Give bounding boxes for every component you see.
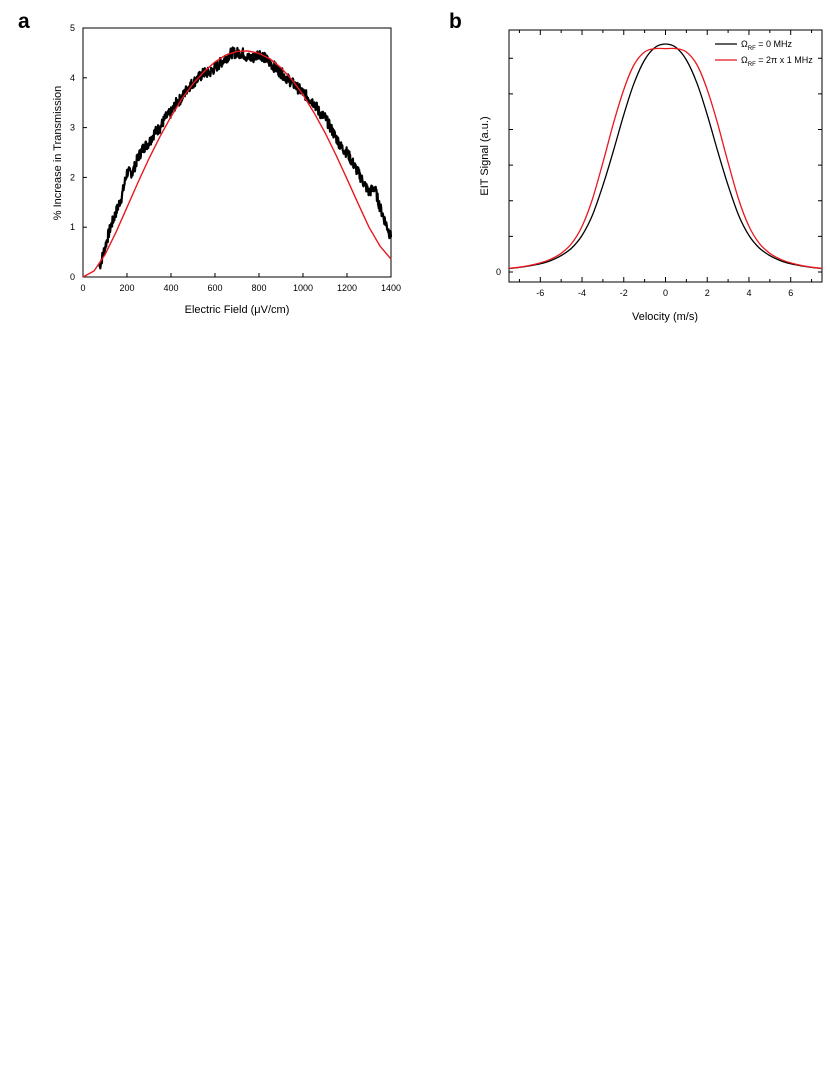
- chart-a-ytick-label: 3: [70, 123, 75, 133]
- chart-a-measured-point: [153, 131, 156, 134]
- chart-b-ylabel: EIT Signal (a.u.): [479, 116, 491, 195]
- chart-a-measured-point: [236, 52, 238, 54]
- chart-a-xtick-label: 600: [207, 283, 222, 293]
- chart-a-measured-point: [225, 57, 227, 59]
- chart-a-measured-point: [247, 57, 249, 59]
- chart-a-ylabel: % Increase in Transmission: [52, 86, 64, 221]
- chart-a-measured-point: [335, 136, 337, 139]
- chart-a-measured-point: [263, 57, 266, 59]
- panel-label-b: b: [449, 10, 462, 33]
- chart-b-xtick-label: -6: [536, 288, 544, 298]
- chart-a-measured-point: [362, 181, 365, 183]
- chart-a-ytick-label: 0: [70, 272, 75, 282]
- chart-a-xtick-label: 1400: [381, 283, 401, 293]
- chart-a-xtick-label: 800: [251, 283, 266, 293]
- chart-b-series-1: [508, 47, 823, 270]
- chart-a-measured-point: [384, 221, 387, 223]
- chart-a-ytick-label: 1: [70, 222, 75, 232]
- chart-b-legend-text: = 2π x 1 MHz: [756, 55, 813, 65]
- chart-a-xtick-label: 1200: [337, 283, 357, 293]
- chart-a-electric-field: Electric Field (μV/cm) % Increase in Tra…: [52, 23, 401, 316]
- chart-b-frame: [508, 29, 823, 283]
- chart-a-ytick-label: 4: [70, 73, 75, 83]
- chart-a-frame: [82, 27, 392, 278]
- chart-a-measured-point: [126, 171, 128, 174]
- chart-a-measured-point: [159, 127, 161, 129]
- chart-b-xtick-label: -2: [620, 288, 628, 298]
- chart-b-xtick-label: 6: [788, 288, 793, 298]
- chart-b-legend-label: ΩRF = 2π x 1 MHz: [741, 55, 813, 68]
- chart-a-xtick-label: 200: [119, 283, 134, 293]
- chart-a-measured-point: [269, 62, 271, 64]
- panel-label-a: a: [18, 10, 30, 33]
- chart-a-measured-point: [219, 62, 222, 64]
- chart-a-measured-point: [120, 196, 123, 198]
- chart-a-xlabel: Electric Field (μV/cm): [185, 304, 290, 316]
- chart-a-measured-point: [170, 112, 172, 114]
- chart-a-measured-point: [98, 266, 101, 268]
- chart-b-plot-frame: [508, 29, 823, 283]
- chart-a-measured-point: [241, 52, 244, 54]
- chart-a-measured-point: [324, 117, 326, 119]
- chart-a-measured-point: [329, 127, 332, 129]
- chart-a-measured-point: [313, 102, 315, 104]
- chart-a-measured-point: [351, 161, 354, 164]
- chart-b-eit-signal: Velocity (m/s) EIT Signal (a.u.) -6 -4 -2 0…: [479, 29, 823, 323]
- chart-b-legend-text: = 0 MHz: [756, 39, 793, 49]
- chart-a-xtick-label: 0: [80, 283, 85, 293]
- chart-a-measured-point: [104, 246, 106, 248]
- chart-a-measured-point: [214, 67, 216, 69]
- chart-a-measured-point: [142, 146, 145, 149]
- chart-b-legend-subscript: RF: [748, 46, 756, 52]
- chart-b-xlabel: Velocity (m/s): [632, 311, 698, 323]
- chart-a-measured-point: [346, 151, 348, 154]
- chart-a-xtick-label: 400: [163, 283, 178, 293]
- chart-b-xtick-label: 4: [746, 288, 751, 298]
- chart-a-measured-point: [318, 112, 321, 114]
- chart-b-xtick-label: 2: [705, 288, 710, 298]
- chart-b-legend-label: ΩRF = 0 MHz: [741, 39, 792, 52]
- chart-a-measured-point: [285, 77, 288, 79]
- chart-a-xtick-label: 1000: [293, 283, 313, 293]
- chart-a-series-measured: [98, 46, 393, 270]
- chart-a-measured-point: [186, 87, 189, 89]
- chart-a-ytick-label: 5: [70, 23, 75, 33]
- chart-a-measured-point: [291, 82, 293, 84]
- chart-a-measured-point: [302, 92, 304, 94]
- chart-a-measured-point: [131, 171, 134, 174]
- chart-a-measured-point: [115, 211, 117, 213]
- chart-a-measured-point: [379, 206, 381, 208]
- chart-a-measured-point: [280, 72, 282, 74]
- chart-b-legend-subscript: RF: [748, 62, 756, 68]
- chart-a-measured-point: [208, 72, 211, 74]
- chart-a-measured-point: [137, 156, 139, 159]
- chart-a-measured-point: [252, 57, 255, 59]
- chart-a-ytick-label: 2: [70, 172, 75, 182]
- chart-a-measured-point: [373, 186, 376, 188]
- chart-b-legend-symbol: Ω: [741, 55, 748, 65]
- chart-a-series-fit: [82, 50, 392, 278]
- chart-a-plot-frame: [82, 27, 393, 278]
- chart-a-measured-point: [340, 146, 343, 149]
- chart-b-series-0: [508, 43, 823, 270]
- chart-a-measured-point: [175, 102, 178, 104]
- chart-a-measured-point: [164, 117, 167, 119]
- chart-a-measured-point: [357, 171, 359, 174]
- chart-a-measured-point: [274, 67, 277, 69]
- chart-b-xtick-label: -4: [578, 288, 586, 298]
- chart-a-measured-point: [368, 191, 370, 193]
- chart-a-measured-point: [148, 141, 150, 144]
- chart-b-legend-symbol: Ω: [741, 39, 748, 49]
- chart-a-measured-point: [307, 97, 310, 99]
- chart-a-measured-point: [109, 226, 112, 228]
- chart-b-ytick-label: 0: [496, 267, 501, 277]
- chart-a-measured-point: [390, 236, 392, 238]
- chart-b-xtick-label: 0: [663, 288, 668, 298]
